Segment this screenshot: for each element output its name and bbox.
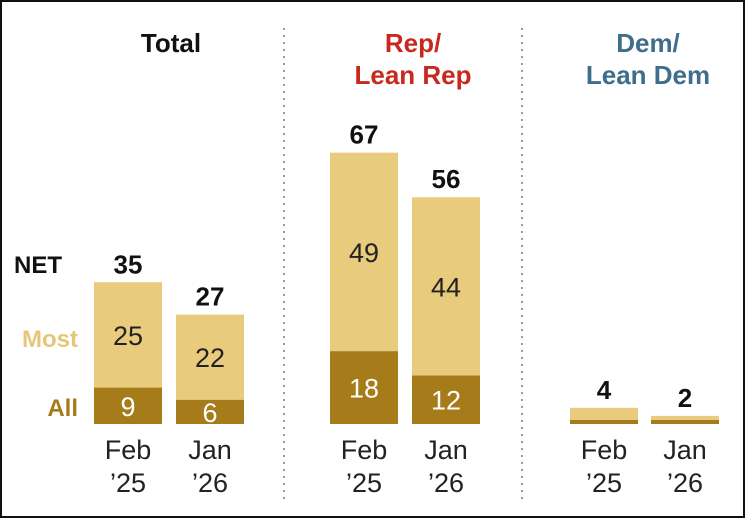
legend-most: Most [22,326,78,353]
bar-most-segment [176,314,244,400]
bar-most-label: 44 [431,272,461,302]
bar-all-label: 6 [202,398,217,428]
panel-title-2-line-1: Rep/ [385,28,441,58]
bar-net-label: 2 [678,383,692,413]
bar-all-label: 9 [120,392,135,422]
bar-all-segment [412,375,480,424]
bar-all-segment [570,419,638,424]
legend-net: NET [14,252,62,279]
x-tick-label-line-2: ’26 [667,468,703,498]
panel-title-2-line-2: Lean Rep [354,60,471,90]
bar-most-segment [651,415,719,420]
bar-all-label: 18 [349,374,379,404]
x-tick-label-line-1: Jan [663,435,707,465]
bar-most-label: 49 [349,238,379,268]
bar-net-label: 67 [350,120,379,150]
x-tick-label-line-2: ’26 [192,468,228,498]
x-tick-label-line-1: Feb [341,435,388,465]
x-tick-label-line-1: Feb [581,435,628,465]
bar-most-segment [412,197,480,376]
bar-most-segment [330,152,398,352]
panel-title-3-line-1: Dem/ [616,28,680,58]
x-tick-label-line-2: ’26 [428,468,464,498]
bar-net-label: 56 [432,164,461,194]
bar-all-segment [176,399,244,424]
x-tick-label-line-2: ’25 [346,468,382,498]
bar-net-label: 4 [597,375,612,405]
bar-most-label: 25 [113,321,143,351]
x-tick-label-line-1: Feb [105,435,152,465]
x-tick-label-line-2: ’25 [110,468,146,498]
panel-title-3-line-2: Lean Dem [586,60,710,90]
bar-net-label: 35 [114,249,143,279]
bar-all-segment [330,351,398,424]
panel-title-1-line-1: Total [141,28,201,58]
x-tick-label-line-1: Jan [188,435,232,465]
bar-net-label: 27 [196,282,225,312]
bar-most-segment [570,407,638,420]
bar-most-segment [94,282,162,388]
x-tick-label-line-1: Jan [424,435,468,465]
bar-most-label: 22 [195,343,225,373]
bar-all-segment [651,419,719,424]
bar-all-label: 12 [431,386,461,416]
x-tick-label-line-2: ’25 [586,468,622,498]
bar-all-segment [94,387,162,424]
legend-all: All [47,395,78,422]
